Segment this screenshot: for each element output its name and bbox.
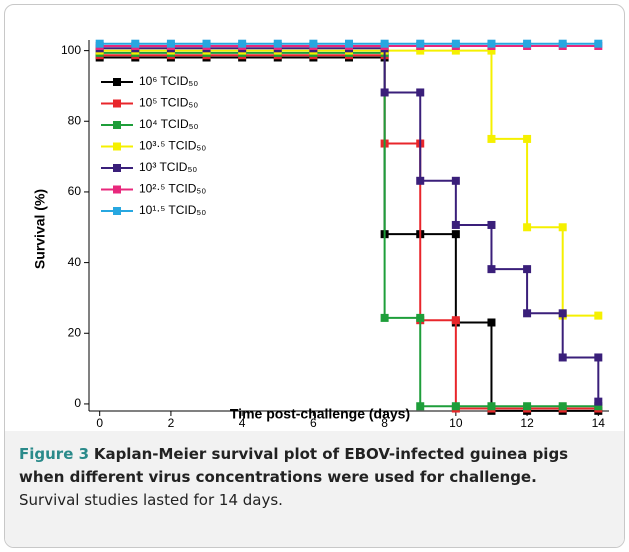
marker [523, 223, 532, 232]
marker [558, 39, 567, 48]
caption-label: Figure 3 [19, 445, 90, 463]
marker [487, 318, 496, 327]
marker [380, 313, 389, 322]
marker [487, 220, 496, 229]
marker [416, 402, 425, 411]
marker [558, 353, 567, 362]
marker [451, 402, 460, 411]
marker [594, 353, 603, 362]
marker [451, 230, 460, 239]
marker [594, 39, 603, 48]
marker [558, 402, 567, 411]
marker [273, 39, 282, 48]
survival-line [99, 49, 599, 317]
caption-title: Kaplan-Meier survival plot of EBOV-infec… [19, 445, 569, 486]
legend-label: 10⁵ TCID₅₀ [139, 96, 198, 110]
x-tick-label: 0 [96, 416, 103, 430]
chart: Time post-challenge (days) Survival (%) … [32, 39, 609, 430]
marker [523, 134, 532, 143]
y-tick-label: 100 [61, 43, 81, 57]
x-tick-label: 4 [239, 416, 246, 430]
y-tick-label: 60 [68, 184, 82, 198]
marker [487, 39, 496, 48]
marker [523, 39, 532, 48]
legend-label: 10²·⁵ TCID₅₀ [139, 182, 206, 196]
y-tick-label: 40 [68, 255, 82, 269]
marker [523, 309, 532, 318]
legend-marker [113, 78, 121, 86]
legend-label: 10⁶ TCID₅₀ [139, 74, 198, 88]
marker [238, 39, 247, 48]
marker [558, 223, 567, 232]
y-tick-label: 0 [74, 396, 81, 410]
x-tick-label: 6 [310, 416, 317, 430]
legend-marker [113, 185, 121, 194]
marker [380, 88, 389, 97]
marker [131, 39, 140, 48]
legend-label: 10⁴ TCID₅₀ [139, 117, 198, 131]
legend-marker [113, 142, 121, 151]
legend-marker [113, 99, 121, 108]
marker [594, 397, 603, 406]
marker [416, 313, 425, 322]
marker [416, 46, 425, 55]
marker [416, 88, 425, 97]
legend-marker [113, 207, 121, 215]
survival-line [99, 47, 600, 402]
legend-label: 10³·⁵ TCID₅₀ [139, 139, 206, 153]
legend-marker [113, 121, 121, 129]
caption-text: Survival studies lasted for 14 days. [19, 491, 283, 509]
x-tick-label: 8 [381, 416, 388, 430]
survival-line [99, 56, 599, 412]
marker [380, 39, 389, 48]
marker [451, 176, 460, 185]
legend-marker [113, 164, 121, 172]
marker [345, 39, 353, 48]
x-tick-label: 10 [449, 416, 463, 430]
x-tick-label: 14 [592, 416, 606, 430]
marker [451, 39, 460, 48]
x-tick-label: 12 [520, 416, 534, 430]
marker [594, 402, 603, 411]
y-tick-label: 80 [68, 113, 82, 127]
marker [487, 265, 496, 274]
figure-panel: Time post-challenge (days) Survival (%) … [4, 4, 625, 548]
marker [487, 134, 496, 143]
marker [451, 220, 460, 229]
marker [416, 176, 425, 185]
marker [95, 39, 104, 48]
marker [451, 46, 460, 55]
marker [594, 311, 603, 320]
marker [166, 39, 175, 48]
marker [487, 46, 496, 55]
y-tick-label: 20 [68, 325, 82, 339]
legend-label: 10³ TCID₅₀ [139, 160, 197, 174]
marker [202, 39, 211, 48]
x-axis-label: Time post-challenge (days) [230, 406, 410, 422]
x-tick-label: 2 [168, 416, 175, 430]
marker [523, 265, 532, 274]
y-axis-label: Survival (%) [32, 189, 48, 269]
legend-label: 10¹·⁵ TCID₅₀ [139, 203, 206, 217]
marker [487, 402, 496, 411]
marker [558, 309, 567, 318]
marker [416, 39, 425, 48]
caption: Figure 3 Kaplan-Meier survival plot of E… [5, 431, 624, 547]
marker [309, 39, 318, 48]
marker [451, 316, 460, 325]
marker [523, 402, 532, 411]
